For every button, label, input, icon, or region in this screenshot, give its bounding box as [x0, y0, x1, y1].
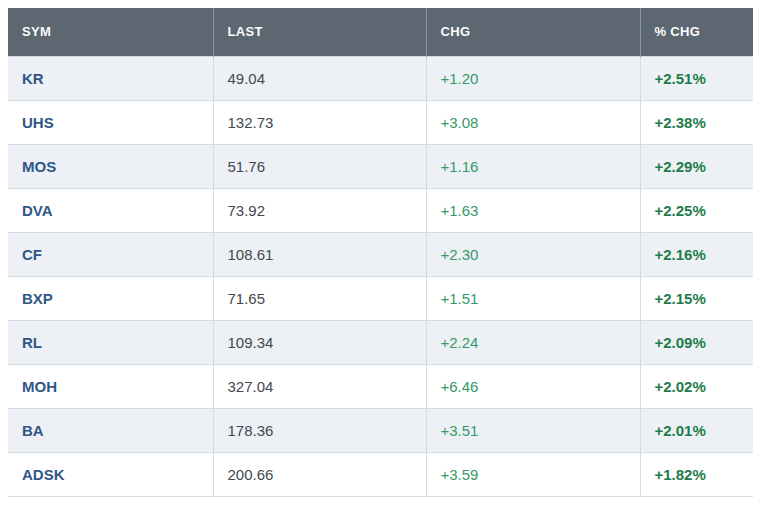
last-price-cell: 71.65 — [213, 276, 426, 320]
change-cell-text: +1.63 — [441, 202, 479, 219]
change-cell-text: +6.46 — [441, 378, 479, 395]
percent-change-cell: +2.25% — [640, 188, 753, 232]
percent-change-cell-text: +2.15% — [655, 290, 706, 307]
last-price-cell-text: 73.92 — [228, 202, 266, 219]
change-cell-text: +3.59 — [441, 466, 479, 483]
last-price-cell-text: 200.66 — [228, 466, 274, 483]
last-price-cell-text: 51.76 — [228, 158, 266, 175]
quotes-table-header: SYM LAST CHG % CHG — [8, 8, 753, 56]
percent-change-cell-text: +2.02% — [655, 378, 706, 395]
last-price-cell-text: 71.65 — [228, 290, 266, 307]
change-cell-text: +2.24 — [441, 334, 479, 351]
last-price-cell: 327.04 — [213, 364, 426, 408]
last-price-cell-text: 132.73 — [228, 114, 274, 131]
change-cell-text: +1.16 — [441, 158, 479, 175]
change-cell: +1.51 — [426, 276, 640, 320]
symbol-cell[interactable]: MOS — [8, 144, 213, 188]
percent-change-cell-text: +2.29% — [655, 158, 706, 175]
table-row: CF 108.61 +2.30 +2.16% — [8, 232, 753, 276]
symbol-cell[interactable]: RL — [8, 320, 213, 364]
table-row: ADSK 200.66 +3.59 +1.82% — [8, 452, 753, 496]
change-cell: +3.51 — [426, 408, 640, 452]
change-cell-text: +3.08 — [441, 114, 479, 131]
column-header-pct-chg[interactable]: % CHG — [640, 8, 753, 56]
percent-change-cell-text: +2.09% — [655, 334, 706, 351]
symbol-cell-text[interactable]: CF — [22, 246, 42, 263]
last-price-cell-text: 49.04 — [228, 70, 266, 87]
percent-change-cell: +2.29% — [640, 144, 753, 188]
percent-change-cell-text: +2.38% — [655, 114, 706, 131]
last-price-cell-text: 178.36 — [228, 422, 274, 439]
table-row: RL 109.34 +2.24 +2.09% — [8, 320, 753, 364]
column-header-last[interactable]: LAST — [213, 8, 426, 56]
change-cell: +2.30 — [426, 232, 640, 276]
symbol-cell-text[interactable]: UHS — [22, 114, 54, 131]
change-cell: +3.08 — [426, 100, 640, 144]
percent-change-cell: +2.02% — [640, 364, 753, 408]
column-header-sym[interactable]: SYM — [8, 8, 213, 56]
symbol-cell-text[interactable]: ADSK — [22, 466, 65, 483]
symbol-cell[interactable]: KR — [8, 56, 213, 100]
symbol-cell[interactable]: BA — [8, 408, 213, 452]
last-price-cell-text: 108.61 — [228, 246, 274, 263]
last-price-cell: 132.73 — [213, 100, 426, 144]
symbol-cell-text[interactable]: BXP — [22, 290, 53, 307]
table-row: DVA 73.92 +1.63 +2.25% — [8, 188, 753, 232]
change-cell-text: +1.51 — [441, 290, 479, 307]
last-price-cell-text: 109.34 — [228, 334, 274, 351]
table-row: BXP 71.65 +1.51 +2.15% — [8, 276, 753, 320]
header-row: SYM LAST CHG % CHG — [8, 8, 753, 56]
quotes-table-body: KR 49.04 +1.20 +2.51% UHS 132.73 +3.08 +2.38% MO… — [8, 56, 753, 496]
symbol-cell[interactable]: MOH — [8, 364, 213, 408]
symbol-cell[interactable]: CF — [8, 232, 213, 276]
symbol-cell[interactable]: UHS — [8, 100, 213, 144]
percent-change-cell: +1.82% — [640, 452, 753, 496]
table-row: UHS 132.73 +3.08 +2.38% — [8, 100, 753, 144]
symbol-cell-text[interactable]: MOH — [22, 378, 57, 395]
change-cell: +1.16 — [426, 144, 640, 188]
percent-change-cell: +2.16% — [640, 232, 753, 276]
table-row: KR 49.04 +1.20 +2.51% — [8, 56, 753, 100]
last-price-cell: 51.76 — [213, 144, 426, 188]
symbol-cell-text[interactable]: MOS — [22, 158, 56, 175]
symbol-cell-text[interactable]: KR — [22, 70, 44, 87]
symbol-cell[interactable]: ADSK — [8, 452, 213, 496]
change-cell: +6.46 — [426, 364, 640, 408]
table-row: MOH 327.04 +6.46 +2.02% — [8, 364, 753, 408]
quotes-table: SYM LAST CHG % CHG KR 49.04 +1.20 +2.51% UHS… — [8, 8, 753, 497]
last-price-cell: 49.04 — [213, 56, 426, 100]
percent-change-cell: +2.15% — [640, 276, 753, 320]
percent-change-cell-text: +2.01% — [655, 422, 706, 439]
percent-change-cell: +2.09% — [640, 320, 753, 364]
percent-change-cell-text: +2.16% — [655, 246, 706, 263]
percent-change-cell-text: +1.82% — [655, 466, 706, 483]
percent-change-cell-text: +2.25% — [655, 202, 706, 219]
percent-change-cell: +2.51% — [640, 56, 753, 100]
change-cell-text: +1.20 — [441, 70, 479, 87]
table-row: BA 178.36 +3.51 +2.01% — [8, 408, 753, 452]
percent-change-cell-text: +2.51% — [655, 70, 706, 87]
last-price-cell: 178.36 — [213, 408, 426, 452]
symbol-cell-text[interactable]: DVA — [22, 202, 53, 219]
symbol-cell[interactable]: DVA — [8, 188, 213, 232]
change-cell: +1.63 — [426, 188, 640, 232]
change-cell-text: +2.30 — [441, 246, 479, 263]
change-cell: +1.20 — [426, 56, 640, 100]
last-price-cell: 109.34 — [213, 320, 426, 364]
percent-change-cell: +2.38% — [640, 100, 753, 144]
last-price-cell: 108.61 — [213, 232, 426, 276]
last-price-cell: 73.92 — [213, 188, 426, 232]
change-cell: +3.59 — [426, 452, 640, 496]
column-header-chg[interactable]: CHG — [426, 8, 640, 56]
last-price-cell: 200.66 — [213, 452, 426, 496]
change-cell-text: +3.51 — [441, 422, 479, 439]
symbol-cell-text[interactable]: RL — [22, 334, 42, 351]
quotes-page: SYM LAST CHG % CHG KR 49.04 +1.20 +2.51% UHS… — [0, 0, 758, 510]
percent-change-cell: +2.01% — [640, 408, 753, 452]
last-price-cell-text: 327.04 — [228, 378, 274, 395]
change-cell: +2.24 — [426, 320, 640, 364]
symbol-cell[interactable]: BXP — [8, 276, 213, 320]
symbol-cell-text[interactable]: BA — [22, 422, 44, 439]
table-row: MOS 51.76 +1.16 +2.29% — [8, 144, 753, 188]
